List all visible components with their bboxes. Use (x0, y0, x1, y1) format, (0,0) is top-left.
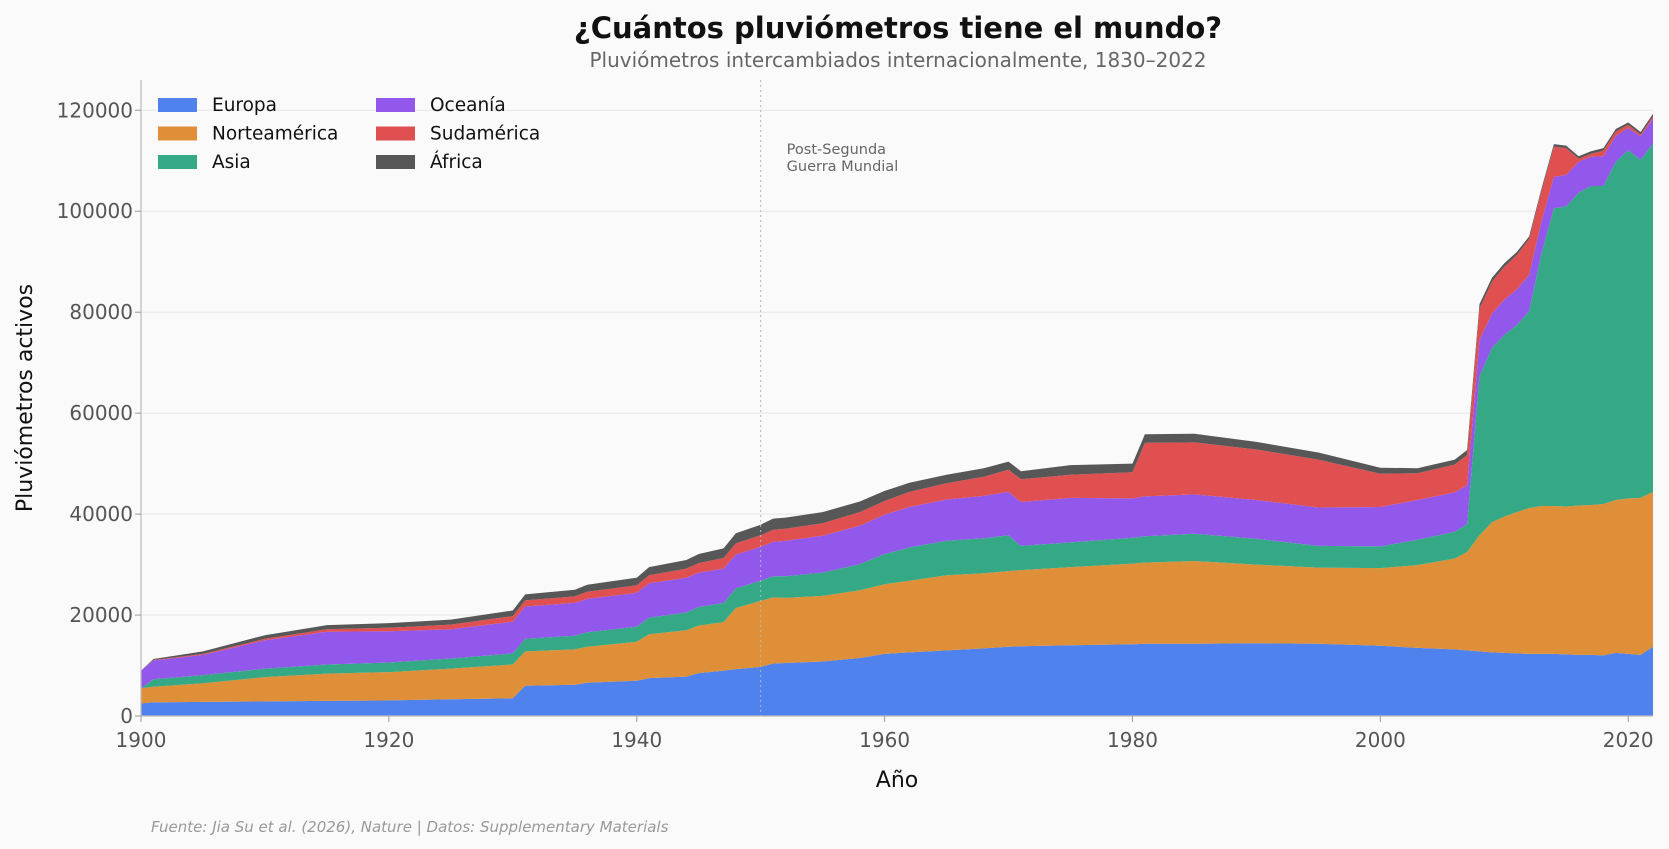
legend-label: África (430, 151, 483, 173)
area-series-3 (141, 143, 1653, 689)
chart-title: ¿Cuántos pluviómetros tiene el mundo? (574, 11, 1222, 45)
y-tick-label: 120000 (57, 98, 133, 122)
legend-label: Europa (212, 95, 277, 116)
x-tick-label: 1920 (363, 728, 414, 752)
axes: 0 20000 40000 60000 80000 100000 120000 1900 192… (57, 80, 1654, 752)
area-series-layer (141, 113, 1653, 716)
annotation-text: Post-Segunda (787, 142, 886, 158)
y-tick-label: 80000 (69, 300, 133, 324)
area-series-2 (141, 491, 1653, 704)
x-axis-label: Año (876, 768, 918, 793)
x-tick-label: 2000 (1355, 728, 1406, 752)
legend-label: Sudamérica (430, 124, 540, 145)
x-tick-label: 1980 (1107, 728, 1158, 752)
area-series-1 (141, 643, 1653, 716)
y-tick-label: 0 (120, 704, 133, 728)
y-tick-label: 60000 (69, 401, 133, 425)
legend-swatch (376, 155, 415, 169)
legend-label: Norteamérica (212, 124, 338, 145)
legend-swatch (158, 126, 197, 141)
annotation-text: Guerra Mundial (787, 159, 899, 175)
legend-swatch (376, 126, 415, 141)
x-tick-label: 1960 (859, 728, 910, 752)
legend-swatch (158, 98, 197, 112)
y-tick-label: 40000 (69, 502, 133, 526)
x-tick-label: 2020 (1603, 728, 1654, 752)
x-tick-label: 1900 (116, 728, 167, 752)
legend-swatch (376, 98, 415, 112)
legend-swatch (158, 155, 197, 169)
x-tick-label: 1940 (611, 728, 662, 752)
legend: Europa Norteamérica Asia Oceanía Sudamérica Á… (158, 95, 540, 173)
y-axis-label: Pluviómetros activos (13, 284, 38, 512)
y-tick-label: 20000 (69, 603, 133, 627)
legend-label: Asia (212, 152, 251, 173)
chart-subtitle: Pluviómetros intercambiados internaciona… (589, 48, 1206, 72)
legend-label: Oceanía (430, 95, 506, 116)
y-tick-label: 100000 (57, 199, 133, 223)
source-note: Fuente: Jia Su et al. (2026), Nature | D… (151, 818, 669, 836)
